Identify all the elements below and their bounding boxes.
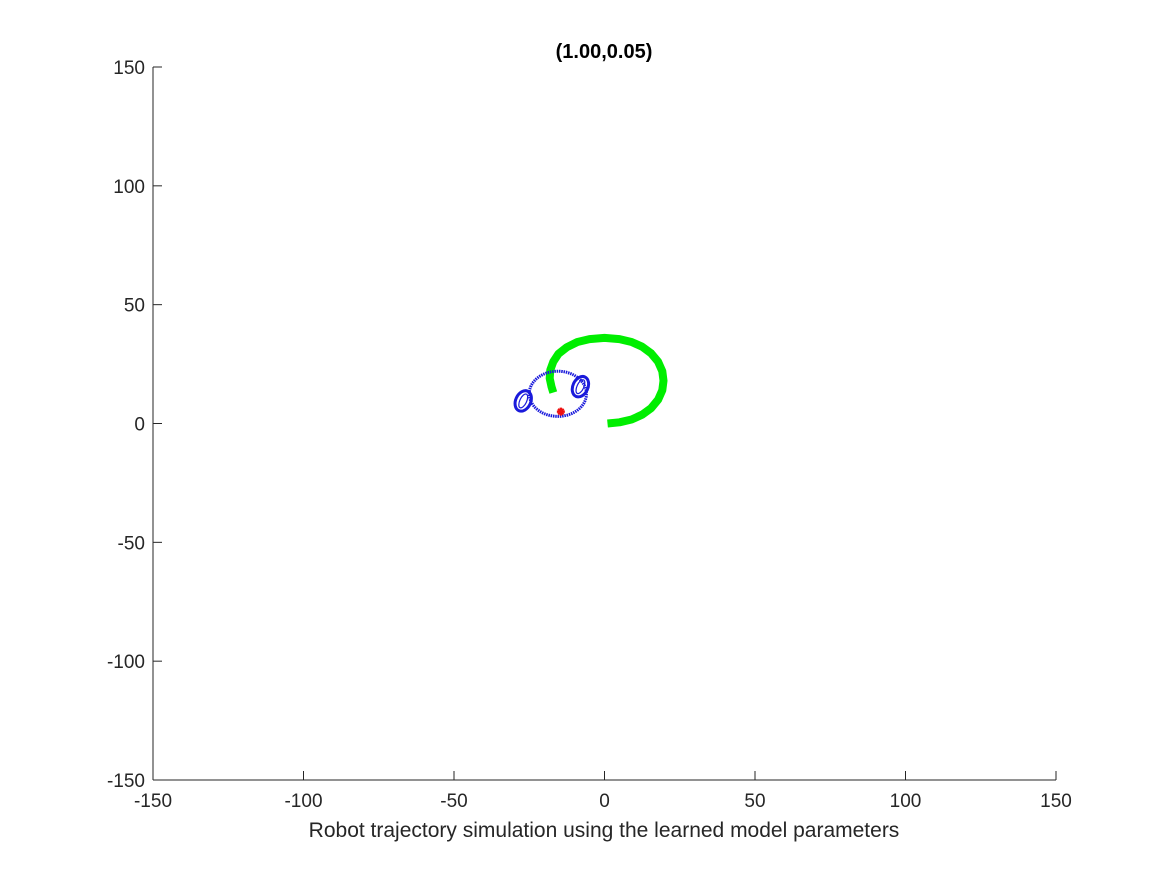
- x-tick-label: -50: [440, 791, 467, 812]
- robot-wheel: [513, 389, 533, 413]
- y-tick-label: 100: [113, 177, 145, 198]
- x-tick-label: 50: [744, 791, 765, 812]
- y-tick-label: -100: [107, 652, 145, 673]
- y-tick-label: 0: [134, 415, 145, 436]
- trajectory-line: [545, 333, 668, 428]
- robot-center-marker: [556, 407, 565, 416]
- y-tick-label: 150: [113, 58, 145, 79]
- x-axis-label: Robot trajectory simulation using the le…: [309, 819, 900, 842]
- y-tick-label: -50: [118, 533, 145, 554]
- x-tick-label: 150: [1040, 791, 1072, 812]
- robot-wheel: [570, 374, 591, 399]
- x-tick-label: 100: [890, 791, 922, 812]
- x-tick-label: 0: [599, 791, 610, 812]
- y-tick-label: -150: [107, 771, 145, 792]
- plot-area: [513, 333, 668, 428]
- axes: -150 -100 -50 0 50 100 150 -150 -100 -50 0 50 100 150: [107, 58, 1072, 812]
- chart-title: (1.00,0.05): [556, 41, 653, 63]
- x-tick-label: -150: [134, 791, 172, 812]
- robot-wheel-inner: [518, 393, 529, 409]
- marker-stroke: [557, 408, 565, 416]
- y-tick-label: 50: [124, 296, 145, 317]
- robot-wheel-inner: [575, 379, 586, 395]
- x-tick-label: -100: [284, 791, 322, 812]
